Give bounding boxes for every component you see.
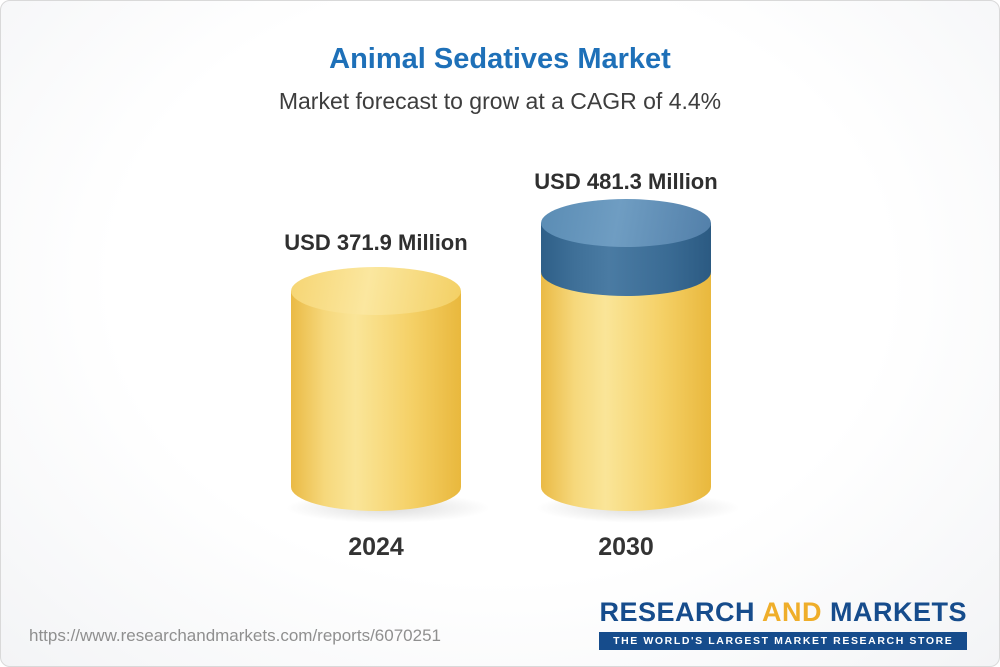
- bar-2030-base-segment: [541, 272, 711, 511]
- logo-word-research: RESEARCH: [599, 597, 755, 627]
- bar-2024-top-cap: [291, 267, 461, 315]
- logo-word-markets: MARKETS: [830, 597, 967, 627]
- bar-2024-body: [291, 291, 461, 511]
- bar-2024: [285, 267, 491, 523]
- chart-subtitle: Market forecast to grow at a CAGR of 4.4…: [278, 88, 722, 114]
- logo-word-and: AND: [761, 597, 822, 627]
- bar-2030: [535, 199, 741, 523]
- logo-wordmark: RESEARCH AND MARKETS: [599, 597, 967, 628]
- chart-title: Animal Sedatives Market: [329, 43, 671, 75]
- value-label-2024: USD 371.9 Million: [284, 230, 468, 255]
- researchandmarkets-logo: RESEARCH AND MARKETS THE WORLD'S LARGEST…: [599, 597, 967, 650]
- report-url-link[interactable]: https://www.researchandmarkets.com/repor…: [29, 626, 441, 645]
- logo-tagline: THE WORLD'S LARGEST MARKET RESEARCH STOR…: [599, 632, 967, 650]
- value-label-2030: USD 481.3 Million: [534, 169, 718, 194]
- x-axis-label-2024: 2024: [348, 533, 404, 561]
- bar-2030-top-cap: [541, 199, 711, 247]
- x-axis-label-2030: 2030: [598, 533, 654, 561]
